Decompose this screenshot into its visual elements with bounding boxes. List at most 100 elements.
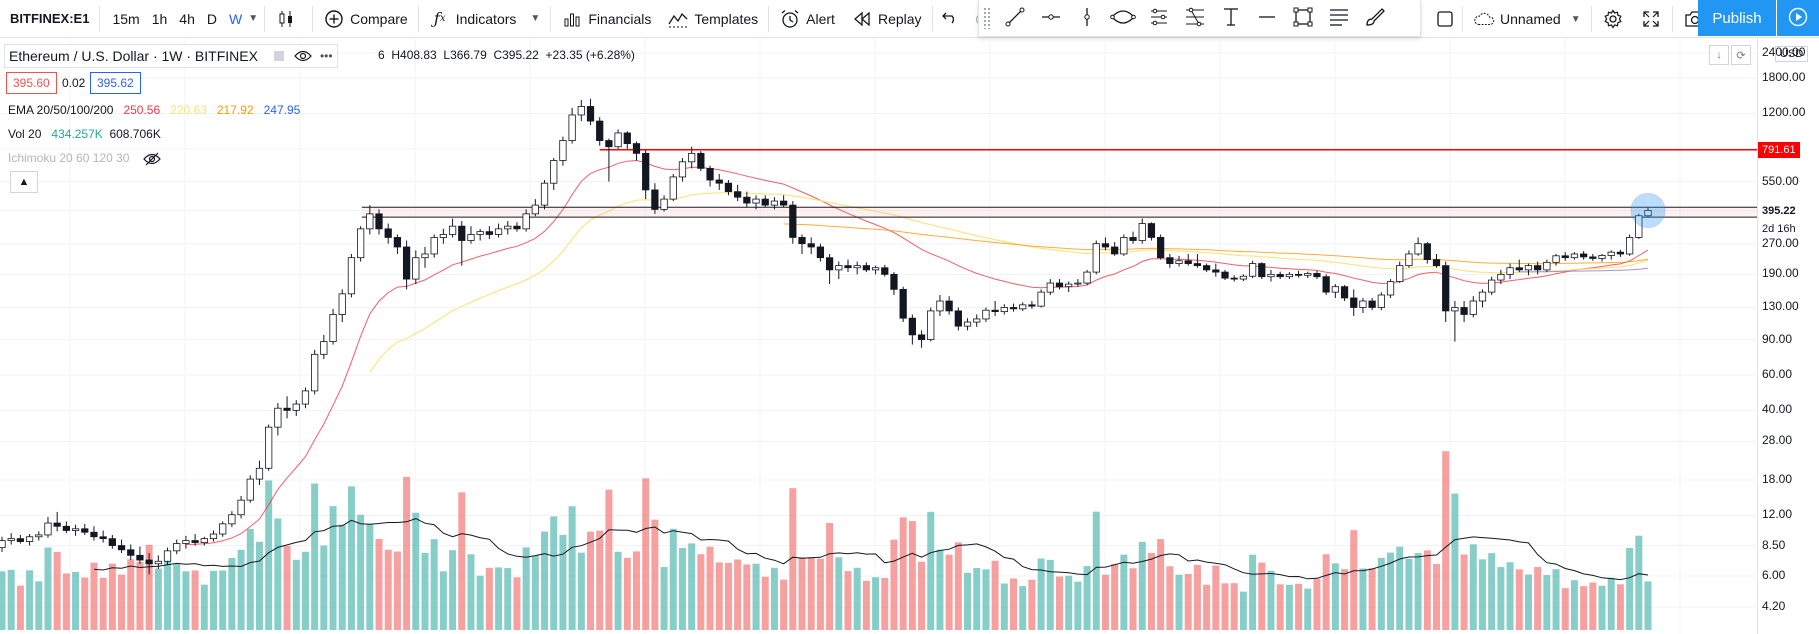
currency-label[interactable]: USD (1775, 46, 1809, 62)
trend-line-button[interactable] (997, 0, 1033, 37)
alert-button[interactable]: Alert (771, 0, 843, 38)
candle-up (1506, 267, 1514, 275)
volume-bar (1157, 539, 1165, 630)
volume-bar (1396, 546, 1404, 630)
ohlc-change: +23.35 (+6.28%) (545, 48, 635, 62)
ask-price[interactable]: 395.62 (90, 72, 141, 94)
candle-up (1598, 255, 1606, 259)
candle-down (1561, 255, 1569, 259)
symbol-search[interactable]: BITFINEX:E1 (10, 11, 90, 26)
templates-label: Templates (694, 10, 759, 27)
more-icon[interactable]: ••• (319, 49, 333, 63)
collapse-legend-button[interactable]: ▲ (10, 171, 38, 193)
replay-button[interactable]: Replay (843, 0, 930, 38)
interval-d[interactable]: D (206, 10, 217, 27)
volume-bar (780, 579, 788, 630)
bid-price[interactable]: 395.60 (6, 72, 57, 94)
publish-button[interactable]: Publish (1698, 0, 1776, 36)
price-axis[interactable] (1757, 38, 1819, 634)
candle-down (724, 182, 733, 193)
vertical-line-button[interactable] (1069, 0, 1105, 37)
eye-icon[interactable] (294, 49, 312, 63)
volume-bar (1341, 569, 1349, 630)
volume-bar (945, 554, 953, 630)
volume-bar (90, 562, 98, 630)
volume-bar (219, 570, 227, 630)
interval-4h[interactable]: 4h (179, 10, 195, 27)
templates-button[interactable]: Templates (659, 0, 766, 38)
volume-bar (246, 528, 254, 630)
horizontal-line-button[interactable] (1249, 0, 1285, 37)
price-chart[interactable] (0, 38, 1757, 634)
volume-bar (1469, 544, 1477, 630)
volume-bar (1267, 570, 1275, 630)
pitchfork-button[interactable] (1141, 0, 1177, 37)
scroll-down-button[interactable]: ↓ (1709, 45, 1729, 65)
candle-up (1083, 271, 1091, 284)
interval-15m[interactable]: 15m (112, 10, 140, 27)
candle-down (99, 536, 107, 540)
volume-bar (1506, 562, 1514, 630)
volume-bar (1515, 569, 1523, 630)
shape-button[interactable] (1105, 0, 1141, 37)
chart-legend-title[interactable]: Ethereum / U.S. Dollar · 1W · BITFINEX •… (4, 44, 338, 68)
candle-down (81, 528, 89, 533)
candle-up (1331, 286, 1339, 293)
layout-menu-button[interactable]: Unnamed ▼ (1465, 0, 1589, 38)
candle-down (1230, 277, 1238, 280)
price-tick-label: 18.00 (1762, 472, 1793, 487)
highlight-marker (1630, 192, 1666, 228)
chevron-down-icon[interactable]: ▼ (530, 13, 541, 24)
gear-icon[interactable] (1594, 9, 1632, 29)
chevron-down-icon[interactable]: ▼ (248, 13, 259, 24)
volume-bar (596, 530, 604, 630)
reset-scale-button[interactable]: ⟳ (1731, 45, 1751, 65)
volume-bar (835, 557, 843, 630)
chevron-down-icon[interactable]: ▼ (1570, 13, 1581, 25)
candle-up (274, 407, 282, 428)
candle-up (320, 341, 328, 355)
candle-up (494, 228, 503, 235)
rectangle-button[interactable] (1285, 0, 1321, 37)
financials-button[interactable]: Financials (553, 0, 659, 38)
volume-bar (357, 514, 365, 630)
candle-up (173, 543, 181, 552)
volume-bar (191, 570, 199, 630)
candle-down (384, 228, 392, 238)
ema-legend[interactable]: EMA 20/50/100/200 250.56 220.63 217.92 2… (8, 103, 300, 117)
price-tick-label: 90.00 (1762, 331, 1793, 346)
volume-bar (660, 566, 668, 630)
compare-button[interactable]: Compare (315, 0, 416, 38)
horizontal-ray-button[interactable] (1033, 0, 1069, 37)
square-icon[interactable] (1430, 10, 1460, 28)
volume-bar (53, 552, 61, 630)
undo-button[interactable] (935, 0, 965, 38)
candle-up (1607, 251, 1615, 256)
divider (1671, 6, 1673, 32)
alarm-clock-icon (779, 8, 801, 30)
fib-retracement-button[interactable] (1177, 0, 1213, 37)
candle-down (1616, 251, 1625, 255)
volume-legend[interactable]: Vol 20 434.257K 608.706K (8, 127, 161, 141)
candle-down (108, 538, 116, 546)
chart-type-button[interactable] (267, 0, 310, 38)
drag-handle[interactable] (983, 7, 991, 29)
text-note-button[interactable] (1321, 0, 1357, 37)
candle-up (292, 403, 300, 411)
long-position-button[interactable] (1213, 0, 1249, 37)
volume-bar (136, 561, 144, 630)
candle-down (715, 179, 723, 184)
volume-bar (347, 486, 355, 630)
price-tick-label: 1800.00 (1762, 70, 1806, 85)
ichimoku-legend[interactable]: Ichimoku 20 60 120 30 (8, 151, 161, 166)
eye-off-icon[interactable] (142, 152, 161, 166)
volume-bar (338, 524, 346, 630)
interval-w[interactable]: W (228, 10, 243, 27)
brush-button[interactable] (1357, 0, 1393, 37)
fullscreen-icon[interactable] (1632, 10, 1670, 28)
volume-bar (1313, 578, 1321, 630)
play-button[interactable] (1777, 0, 1819, 36)
interval-1h[interactable]: 1h (151, 10, 168, 27)
price-tick-label: 12.00 (1762, 507, 1793, 522)
